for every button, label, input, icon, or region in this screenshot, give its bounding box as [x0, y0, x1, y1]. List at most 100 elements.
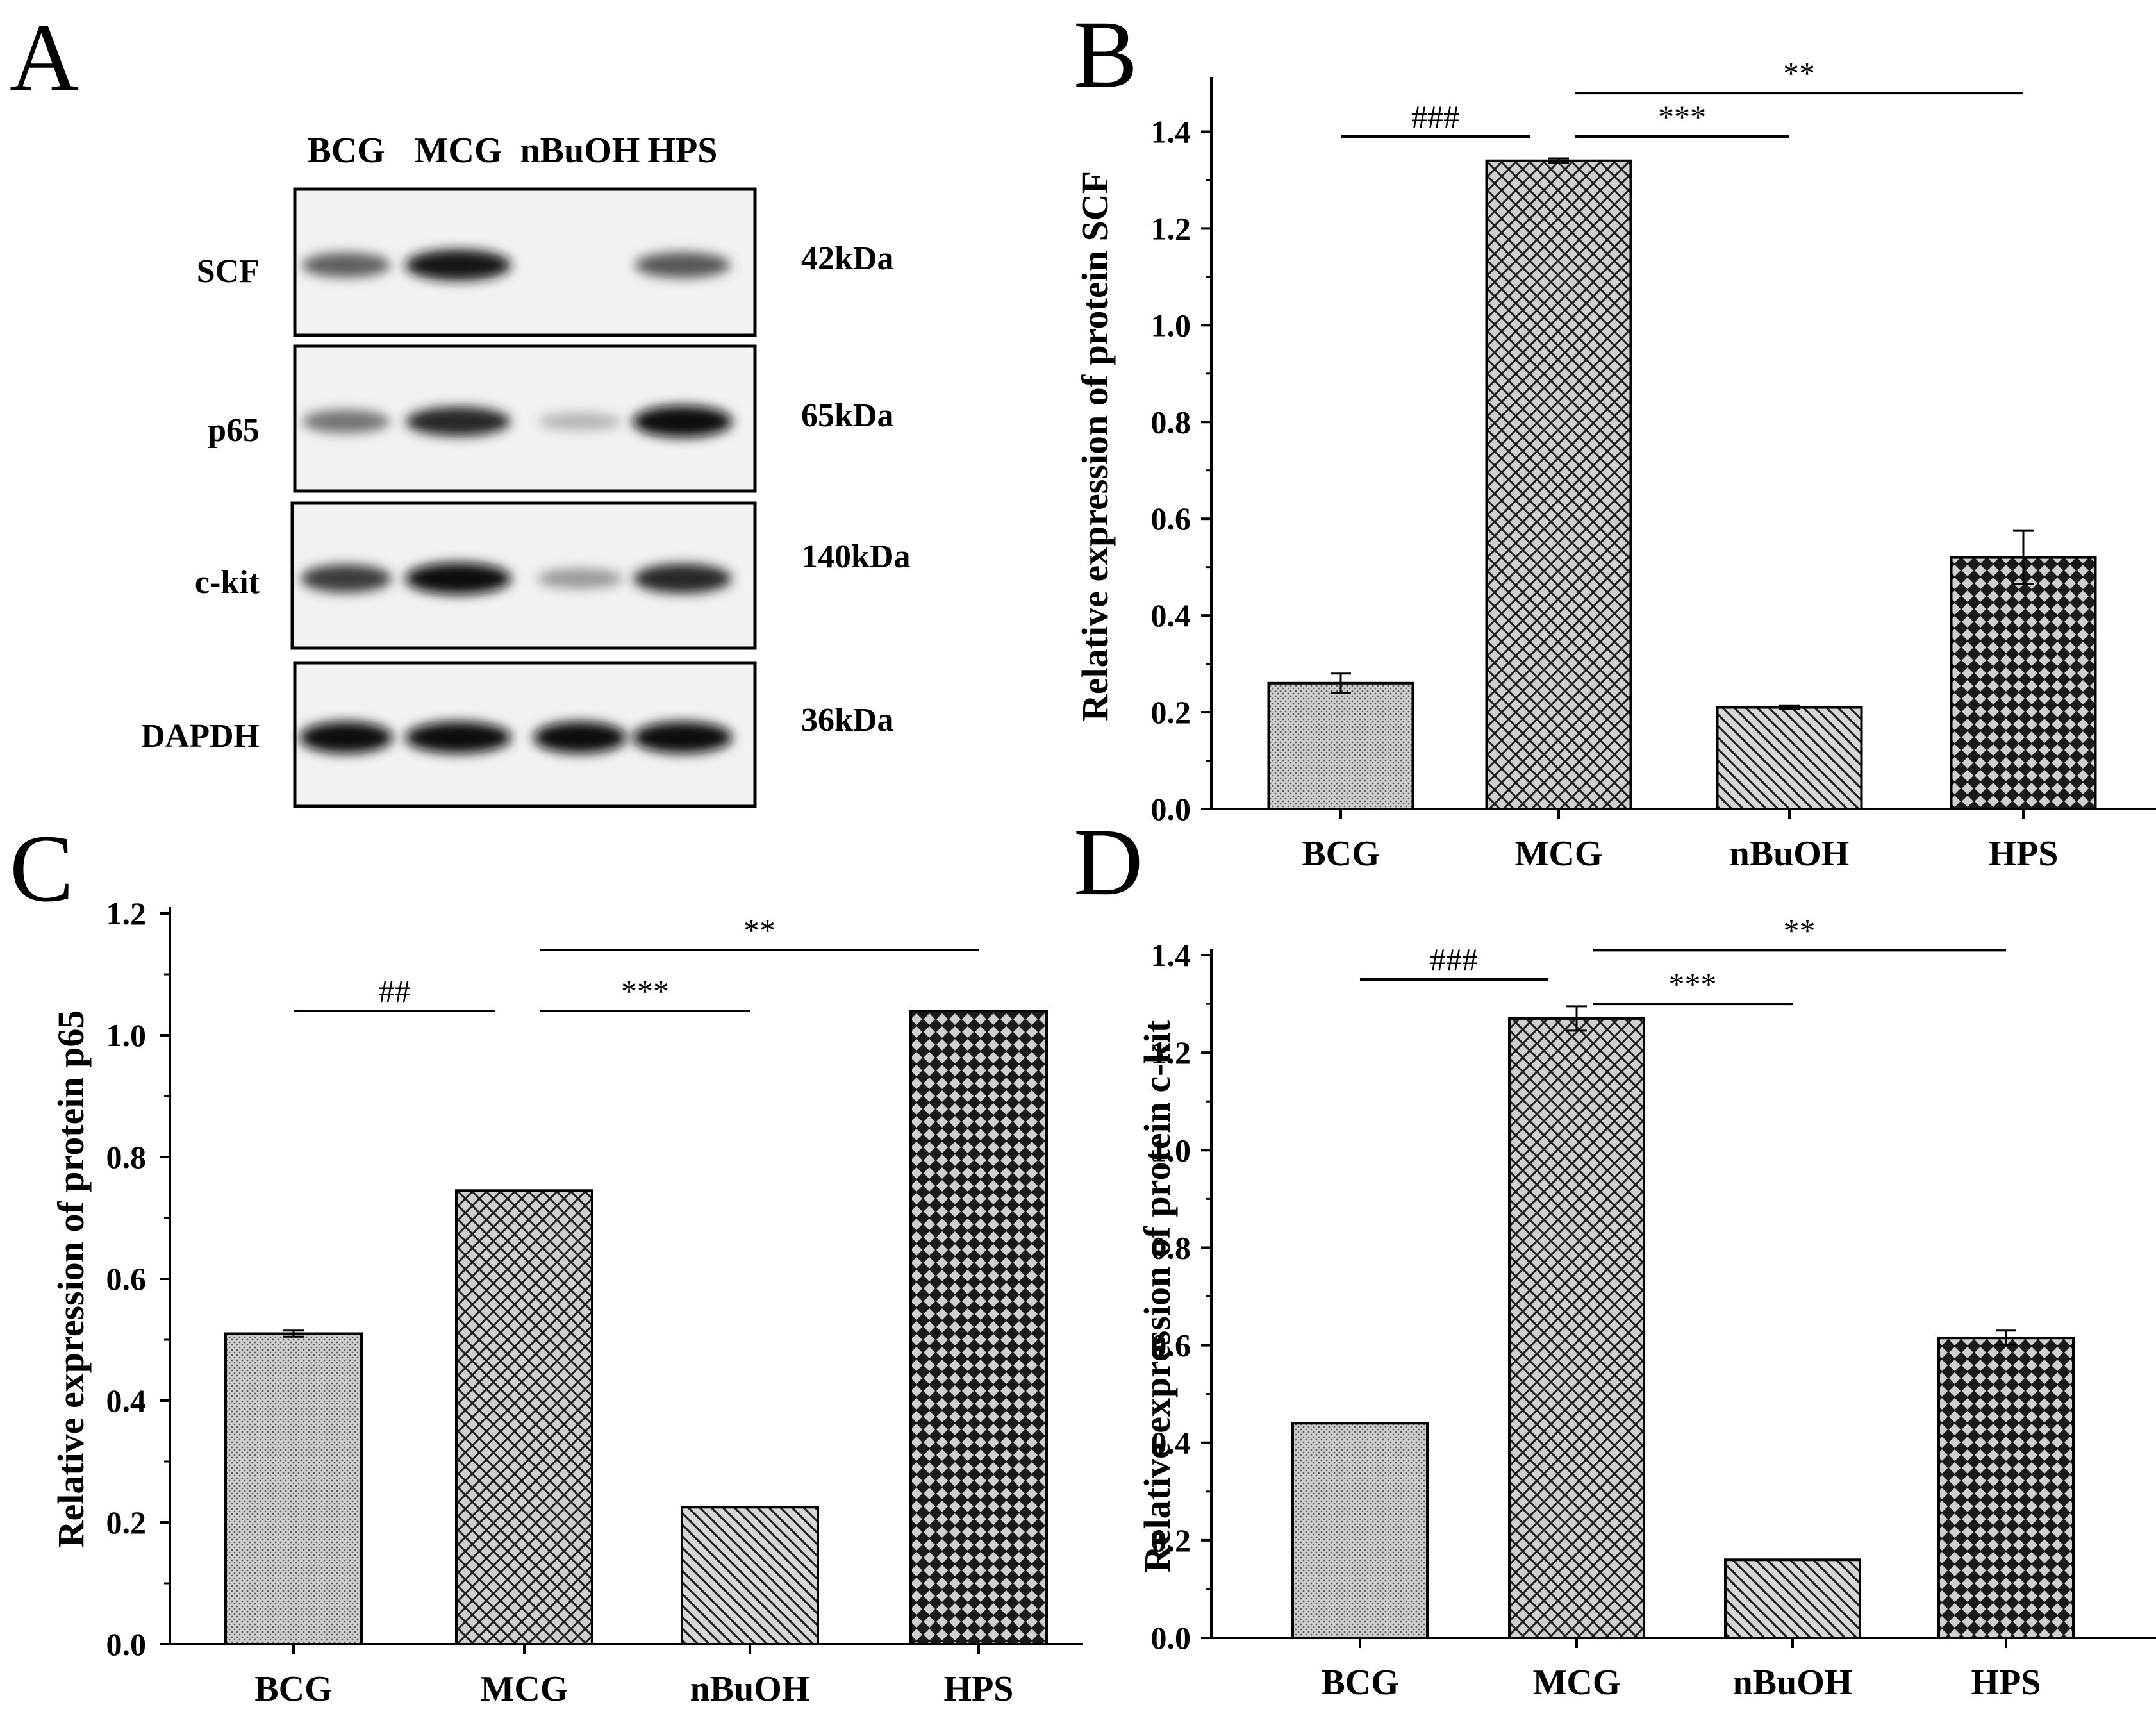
- y-tick-label: 0.0: [1151, 1620, 1191, 1656]
- y-tick-label: 0.6: [1151, 1328, 1191, 1363]
- y-tick-label: 0.6: [1151, 501, 1191, 537]
- x-tick-label: BCG: [254, 1669, 332, 1709]
- significance-2: **: [1593, 912, 2006, 952]
- band-1: [405, 562, 511, 595]
- error-bar-hps: [1996, 1329, 2016, 1347]
- blot-row-0: SCF 42kDa: [197, 187, 893, 337]
- significance-label: **: [743, 912, 775, 948]
- panel-letter-d: D: [1074, 809, 1143, 915]
- band-1: [405, 721, 511, 754]
- y-axis-label: Relative expression of protein p65: [50, 1010, 92, 1548]
- x-tick-label: nBuOH: [1733, 1663, 1853, 1703]
- bar-hps: [1950, 556, 2097, 810]
- band-2: [533, 721, 627, 754]
- x-tick-label: BCG: [1321, 1663, 1398, 1703]
- x-tick-label: nBuOH: [690, 1669, 810, 1709]
- panel-d-chart: D 0.0 0.2 0.4 0.6 0.8 1.0 1.2 1.4 Relative expres…: [1074, 809, 2156, 1703]
- bar-nbuoh: [681, 1506, 819, 1645]
- y-tick-label: 0.2: [106, 1504, 147, 1540]
- y-tick-label: 0.8: [1151, 404, 1191, 440]
- significance-2: **: [1575, 55, 2023, 95]
- band-0: [301, 252, 391, 278]
- bar-nbuoh: [1724, 1558, 1861, 1639]
- bar-hps: [1937, 1337, 2075, 1639]
- band-3: [633, 721, 733, 754]
- band-3: [634, 252, 731, 278]
- significance-0: ###: [1360, 942, 1548, 981]
- bar-bcg: [1267, 681, 1414, 810]
- significance-label: ###: [1430, 942, 1478, 978]
- panel-a-western-blot: A BCG MCG nBuOH HPS SCF 42kDa p65 65kDa c-kit 14…: [10, 4, 910, 808]
- lane-label-2: nBuOH: [520, 131, 640, 171]
- y-tick-label: 0.4: [1151, 1425, 1191, 1461]
- band-3: [633, 405, 733, 438]
- protein-label: p65: [208, 412, 260, 449]
- y-tick-label: 0.0: [106, 1626, 147, 1662]
- kda-label: 140kDa: [801, 538, 910, 575]
- band-0: [301, 564, 392, 593]
- panel-c-chart: C 0.0 0.2 0.4 0.6 0.8 1.0 1.2 Relative expressio…: [10, 815, 1083, 1709]
- kda-label: 42kDa: [801, 240, 893, 277]
- significance-1: ***: [540, 973, 750, 1012]
- x-tick-label: MCG: [1515, 834, 1603, 874]
- error-bar-mcg: [1566, 1005, 1587, 1032]
- lane-label-1: MCG: [415, 131, 502, 171]
- panel-letter-c: C: [10, 815, 74, 922]
- x-tick-label: BCG: [1302, 834, 1379, 874]
- bar-hps: [909, 1010, 1048, 1645]
- y-axis-label: Relative expression of protein SCF: [1074, 171, 1116, 721]
- protein-label: SCF: [197, 253, 260, 290]
- bar-bcg: [224, 1332, 363, 1645]
- protein-label: DAPDH: [141, 718, 260, 754]
- kda-label: 36kDa: [801, 702, 893, 738]
- x-tick-label: nBuOH: [1730, 834, 1850, 874]
- blot-row-3: DAPDH 36kDa: [141, 661, 893, 808]
- protein-label: c-kit: [195, 564, 260, 601]
- y-tick-label: 1.0: [1151, 307, 1191, 343]
- significance-0: ###: [1341, 99, 1530, 138]
- bar-mcg: [455, 1189, 593, 1645]
- significance-2: **: [540, 912, 979, 951]
- y-tick-label: 0.8: [1151, 1229, 1191, 1265]
- x-tick-label: HPS: [944, 1669, 1014, 1709]
- significance-label: ###: [1411, 99, 1459, 135]
- band-3: [633, 563, 732, 594]
- y-tick-label: 1.4: [1151, 113, 1191, 149]
- significance-label: ***: [621, 973, 669, 1009]
- error-bar-mcg: [1548, 157, 1569, 165]
- error-bar-bcg: [1331, 672, 1351, 694]
- x-tick-label: HPS: [1971, 1663, 2041, 1703]
- y-tick-label: 0.4: [1151, 597, 1191, 633]
- y-axis-label: Relative expression of protein c-kit: [1136, 1020, 1178, 1572]
- lane-label-3: HPS: [648, 131, 718, 171]
- blot-row-1: p65 65kDa: [208, 344, 893, 493]
- y-tick-label: 0.2: [1151, 694, 1191, 730]
- x-tick-label: HPS: [1989, 834, 2059, 874]
- x-tick-label: MCG: [481, 1669, 568, 1709]
- y-tick-label: 0.6: [106, 1261, 147, 1297]
- error-bar-hps: [2013, 529, 2034, 585]
- band-1: [405, 249, 511, 281]
- panel-a-letter: A: [10, 4, 79, 111]
- band-0: [299, 721, 393, 754]
- blot-row-2: c-kit 140kDa: [195, 501, 910, 650]
- band-2: [538, 412, 622, 431]
- significance-label: ***: [1669, 966, 1717, 1002]
- panel-letter-b: B: [1074, 1, 1138, 108]
- significance-1: ***: [1575, 99, 1789, 138]
- significance-label: **: [1784, 912, 1816, 948]
- significance-label: **: [1783, 55, 1815, 91]
- panel-b-chart: B 0.0 0.2 0.4 0.6 0.8 1.0 1.2 1.4 Relative expres…: [1074, 1, 2156, 874]
- x-tick-label: MCG: [1533, 1663, 1621, 1703]
- y-tick-label: 0.8: [106, 1139, 147, 1175]
- y-tick-label: 1.4: [1151, 937, 1191, 973]
- y-tick-label: 1.2: [1151, 1035, 1191, 1070]
- y-tick-label: 0.2: [1151, 1522, 1191, 1558]
- significance-label: ***: [1658, 99, 1706, 135]
- error-bar-nbuoh: [1779, 704, 1800, 710]
- y-tick-label: 0.4: [106, 1383, 147, 1419]
- band-2: [537, 568, 623, 589]
- bar-mcg: [1508, 1017, 1645, 1639]
- y-tick-label: 1.2: [106, 895, 147, 931]
